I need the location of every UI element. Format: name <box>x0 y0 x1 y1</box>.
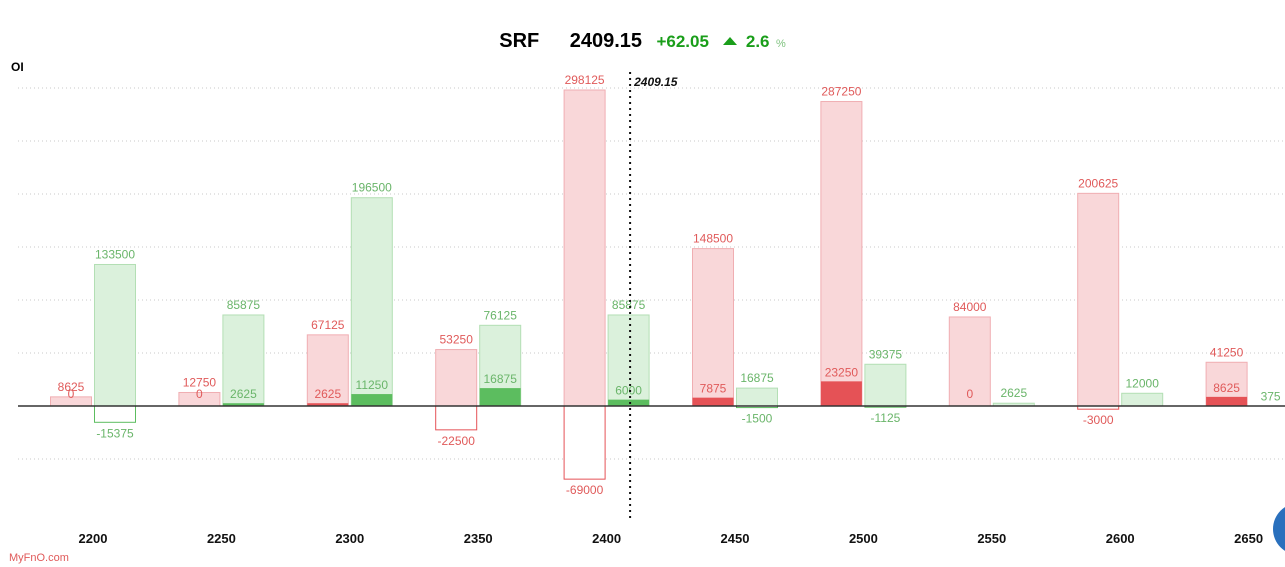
x-tick-label: 2600 <box>1106 531 1135 546</box>
y-axis-label: OI <box>11 60 24 74</box>
call-oi-change-bar <box>692 397 734 406</box>
x-tick-label: 2450 <box>721 531 750 546</box>
call-oi-change-bar <box>307 403 349 406</box>
call-oi-change-label: 7875 <box>700 382 727 396</box>
floating-action-button[interactable] <box>1273 503 1285 555</box>
put-oi-change-label: 2625 <box>230 387 257 401</box>
call-oi-label: 12750 <box>183 375 217 389</box>
chart-header: SRF 2409.15 +62.05 2.6 % <box>0 30 1285 53</box>
x-tick-label: 2250 <box>207 531 236 546</box>
spot-price: 2409.15 <box>569 30 643 52</box>
call-oi-change-label: 23250 <box>825 365 859 379</box>
call-oi-label: 8625 <box>58 380 85 394</box>
call-oi-bar <box>1077 192 1120 407</box>
put-oi-change-label: -1500 <box>742 412 773 426</box>
x-tick-label: 2400 <box>592 531 621 546</box>
put-oi-bar <box>94 263 136 407</box>
put-oi-label: 39375 <box>869 347 903 361</box>
call-oi-change-label: 0 <box>196 387 203 401</box>
call-oi-change-label: 8625 <box>1213 381 1240 395</box>
call-oi-change-bar <box>1206 396 1248 406</box>
put-oi-change-label: 11250 <box>356 378 389 392</box>
spot-price-label: 2409.15 <box>633 75 678 89</box>
x-tick-label: 2500 <box>849 531 878 546</box>
call-oi-change-bar <box>563 405 606 480</box>
call-oi-bar <box>306 334 349 407</box>
put-oi-bar <box>736 387 778 407</box>
put-oi-change-bar <box>94 405 136 423</box>
put-oi-change-label: -1125 <box>870 411 900 425</box>
put-oi-bar <box>350 197 393 407</box>
call-oi-change-label: -69000 <box>566 483 604 497</box>
call-oi-change-label: 0 <box>68 387 75 401</box>
call-oi-change-bar <box>435 405 478 431</box>
call-oi-label: 287250 <box>821 85 861 99</box>
percent-sign: % <box>775 38 786 50</box>
call-oi-bar <box>563 89 606 407</box>
put-oi-change-bar <box>222 403 264 406</box>
x-tick-label: 2300 <box>335 531 364 546</box>
triangle-up-icon <box>723 37 738 45</box>
put-oi-change-label: 16875 <box>484 372 518 386</box>
x-tick-label: 2550 <box>977 531 1006 546</box>
put-oi-label: 2625 <box>1000 386 1027 400</box>
watermark: MyFnO.com <box>9 552 69 564</box>
put-oi-bar <box>1121 392 1164 407</box>
put-oi-label: 16875 <box>740 371 774 385</box>
put-oi-bar <box>607 314 650 407</box>
put-oi-change-bar <box>479 388 521 406</box>
call-oi-label: 41250 <box>1210 345 1244 359</box>
call-oi-label: 200625 <box>1078 176 1118 190</box>
put-oi-label: 133500 <box>95 247 135 261</box>
put-oi-bar <box>222 314 265 407</box>
call-oi-change-label: -3000 <box>1083 413 1114 427</box>
put-oi-label: 12000 <box>1126 376 1160 390</box>
call-oi-label: 53250 <box>440 333 474 347</box>
price-change-percent: 2.6 <box>745 32 770 51</box>
put-oi-change-label: 6000 <box>615 384 642 398</box>
price-change: +62.05 <box>656 32 709 51</box>
call-oi-bar <box>692 248 734 407</box>
symbol-name: SRF <box>499 30 540 52</box>
call-oi-change-label: 0 <box>966 387 973 401</box>
call-oi-change-bar <box>820 381 862 406</box>
put-oi-label: 85875 <box>612 298 646 312</box>
put-oi-label: 196500 <box>352 181 392 195</box>
x-tick-label: 2650 <box>1234 531 1263 546</box>
call-oi-change-label: -22500 <box>438 434 476 448</box>
x-tick-label: 2200 <box>79 531 108 546</box>
call-oi-label: 298125 <box>565 73 605 87</box>
x-tick-label: 2350 <box>464 531 493 546</box>
put-oi-change-bar <box>351 394 393 406</box>
put-oi-bar <box>864 363 907 407</box>
call-oi-label: 84000 <box>953 300 987 314</box>
call-oi-bar <box>820 101 863 407</box>
put-oi-change-bar <box>608 399 650 406</box>
put-oi-label: 76125 <box>484 308 518 322</box>
put-oi-change-label: 375 <box>1261 390 1281 404</box>
call-oi-change-label: 2625 <box>314 387 341 401</box>
put-oi-change-label: -15375 <box>96 426 134 440</box>
call-oi-bar <box>435 349 478 407</box>
call-oi-label: 67125 <box>311 318 345 332</box>
put-oi-label: 85875 <box>227 298 261 312</box>
call-oi-label: 148500 <box>693 232 733 246</box>
